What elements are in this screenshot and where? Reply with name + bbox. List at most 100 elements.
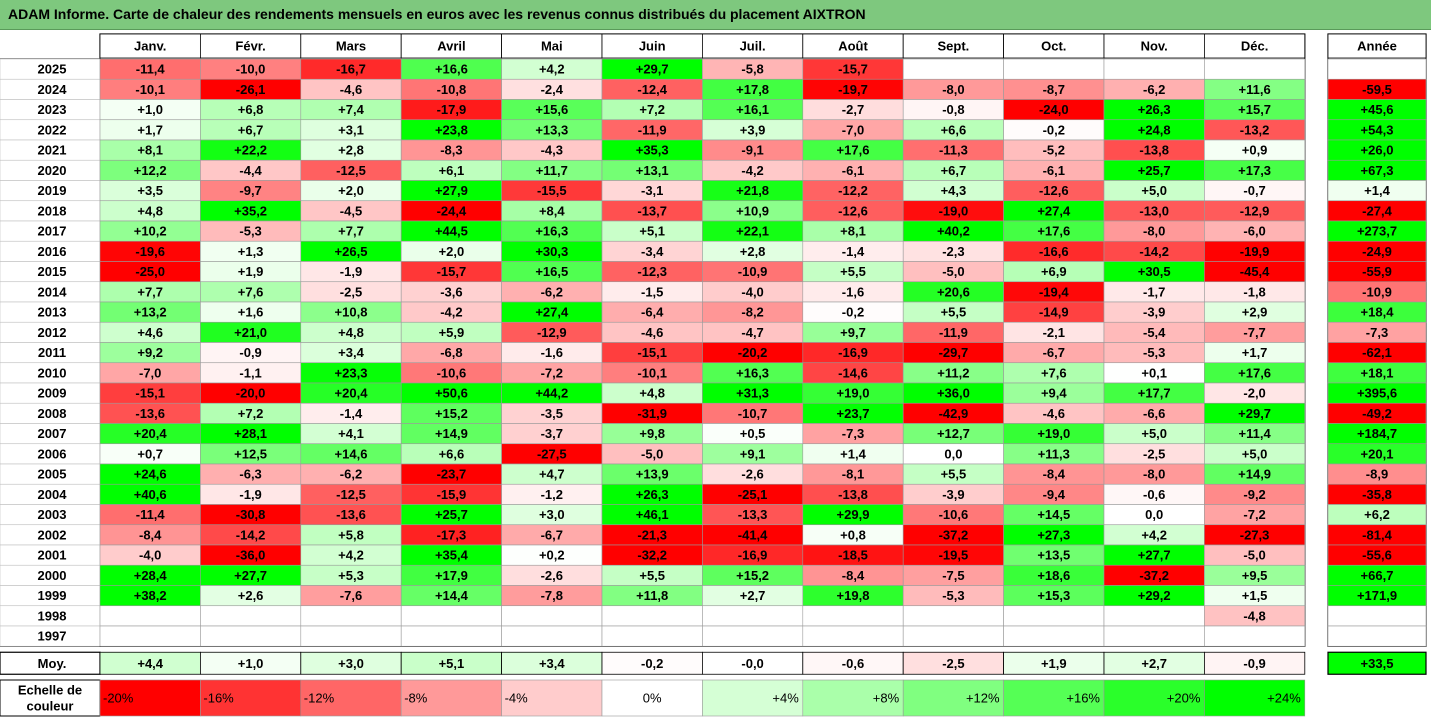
- heatmap-value: +7,7: [338, 224, 364, 239]
- heatmap-cell: [1204, 58, 1306, 80]
- heatmap-value: +2,6: [238, 588, 264, 603]
- heatmap-cell: [902, 58, 1004, 80]
- heatmap-value: -5,3: [942, 588, 964, 603]
- heatmap-value: +20,6: [937, 284, 970, 299]
- heatmap-value: -15,7: [838, 62, 868, 77]
- heatmap-value: +1,4: [840, 446, 866, 461]
- heatmap-value: +4,6: [137, 325, 163, 340]
- scale-step-label: 0%: [643, 691, 662, 706]
- heatmap-value: -15,1: [637, 345, 667, 360]
- heatmap-value: -5,0: [641, 446, 663, 461]
- heatmap-value: -8,2: [741, 305, 763, 320]
- year-label: 2023: [38, 102, 67, 117]
- year-label: 2002: [38, 527, 67, 542]
- heatmap-value: -10,1: [135, 82, 165, 97]
- heatmap-value: -6,2: [1143, 82, 1165, 97]
- annual-value: -55,6: [1362, 548, 1392, 563]
- heatmap-value: -7,0: [842, 122, 864, 137]
- average-value: -2,5: [942, 656, 964, 671]
- heatmap-value: +18,6: [1037, 568, 1070, 583]
- heatmap-value: +17,6: [1238, 365, 1271, 380]
- average-value: +5,1: [439, 656, 465, 671]
- heatmap-value: +29,7: [636, 62, 669, 77]
- heatmap-cell: [601, 605, 703, 627]
- year-label: 2015: [38, 264, 67, 279]
- heatmap-value: -36,0: [236, 548, 266, 563]
- heatmap-value: +16,3: [736, 365, 769, 380]
- heatmap-value: +29,7: [1238, 406, 1271, 421]
- heatmap-value: +2,8: [338, 143, 364, 158]
- heatmap-value: -21,3: [637, 527, 667, 542]
- heatmap-value: +2,0: [338, 183, 364, 198]
- heatmap-cell: [400, 605, 502, 627]
- heatmap-value: -3,9: [1143, 305, 1165, 320]
- average-value: -0,6: [842, 656, 864, 671]
- heatmap-value: -1,4: [340, 406, 363, 421]
- month-header-cell: [1003, 33, 1105, 59]
- heatmap-value: -3,5: [541, 406, 563, 421]
- heatmap-value: +3,0: [539, 507, 565, 522]
- heatmap-value: +35,2: [234, 203, 267, 218]
- scale-swatch: [300, 679, 402, 717]
- heatmap-value: -15,7: [437, 264, 467, 279]
- heatmap-value: +8,1: [137, 143, 163, 158]
- heatmap-value: -12,2: [838, 183, 868, 198]
- heatmap-cell: [1103, 58, 1205, 80]
- heatmap-value: -12,5: [336, 163, 366, 178]
- annual-value: -24,9: [1362, 244, 1392, 259]
- heatmap-value: -16,9: [738, 548, 768, 563]
- heatmap-cell: [902, 625, 1004, 647]
- heatmap-value: -0,2: [1043, 122, 1065, 137]
- heatmap-cell: [802, 605, 904, 627]
- heatmap-value: +5,0: [1141, 426, 1167, 441]
- heatmap-cell: [1204, 625, 1306, 647]
- scale-swatch: [1103, 679, 1205, 717]
- heatmap-value: -11,4: [136, 507, 166, 522]
- heatmap-value: -14,2: [1139, 244, 1169, 259]
- heatmap-cell: [300, 605, 402, 627]
- heatmap-value: +14,9: [435, 426, 468, 441]
- heatmap-cell: [200, 625, 302, 647]
- heatmap-value: -32,2: [637, 548, 667, 563]
- heatmap-value: -20,2: [738, 345, 768, 360]
- heatmap-value: +2,7: [740, 588, 766, 603]
- heatmap-value: -6,2: [340, 467, 362, 482]
- heatmap-value: -12,6: [838, 203, 868, 218]
- heatmap-value: -12,9: [537, 325, 567, 340]
- year-label: 2013: [38, 305, 67, 320]
- scale-swatch: [1204, 679, 1306, 717]
- heatmap-value: +1,0: [137, 102, 163, 117]
- heatmap-value: +4,8: [639, 386, 665, 401]
- month-header-cell: [702, 33, 804, 59]
- heatmap-value: -6,8: [440, 345, 462, 360]
- annual-value: +66,7: [1361, 568, 1394, 583]
- heatmap-value: +23,7: [837, 406, 870, 421]
- heatmap-value: +26,3: [636, 487, 669, 502]
- heatmap-value: -17,9: [437, 102, 467, 117]
- year-label: 2009: [38, 386, 67, 401]
- heatmap-value: +36,0: [937, 386, 970, 401]
- scale-swatch: [702, 679, 804, 717]
- scale-label-cell: [0, 679, 101, 717]
- heatmap-value: +5,3: [338, 568, 364, 583]
- chart-title: ADAM Informe. Carte de chaleur des rende…: [8, 6, 866, 22]
- heatmap-value: +0,7: [137, 446, 163, 461]
- heatmap-value: 0,0: [1145, 507, 1163, 522]
- heatmap-value: -1,6: [842, 284, 864, 299]
- heatmap-value: -4,6: [340, 82, 362, 97]
- scale-step-label: -8%: [404, 691, 428, 706]
- heatmap-value: +16,1: [736, 102, 769, 117]
- year-label: 2010: [38, 365, 67, 380]
- heatmap-value: +26,5: [335, 244, 368, 259]
- month-header-cell: [1204, 33, 1306, 59]
- year-label: 2001: [38, 548, 67, 563]
- heatmap-value: +5,8: [338, 527, 364, 542]
- heatmap-value: +24,8: [1138, 122, 1171, 137]
- heatmap-value: +12,5: [234, 446, 267, 461]
- month-header: Sept.: [938, 39, 970, 54]
- heatmap-cell: [1103, 605, 1205, 627]
- year-label: 1997: [38, 629, 67, 644]
- heatmap-value: +19,0: [837, 386, 870, 401]
- heatmap-value: +13,3: [535, 122, 568, 137]
- heatmap-value: -3,1: [641, 183, 663, 198]
